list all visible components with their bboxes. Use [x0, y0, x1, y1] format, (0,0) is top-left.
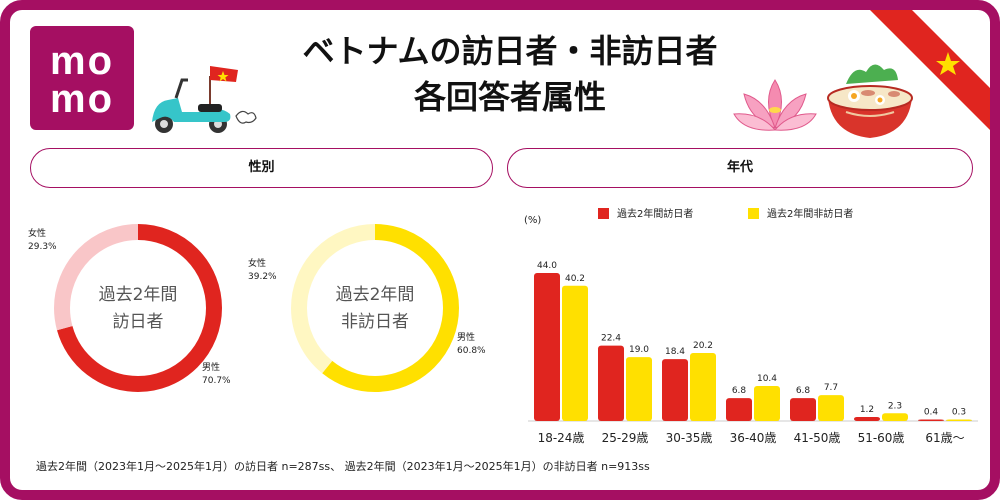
legend-visitor-swatch [598, 208, 609, 219]
gender-section-header: 性別 [30, 148, 493, 188]
x-tick-label: 30-35歳 [666, 431, 713, 445]
bar-visitor-3 [726, 398, 752, 421]
bar-visitor-4 [790, 398, 816, 421]
x-tick-label: 25-29歳 [602, 431, 649, 445]
bar-visitor-2 [662, 359, 688, 421]
bar-value-label: 44.0 [537, 261, 557, 271]
bar-nonvisitor-2 [690, 353, 716, 421]
bar-value-label: 0.4 [924, 408, 939, 418]
scooter-icon [152, 66, 257, 133]
legend-visitor: 過去2年間訪日者 [598, 208, 693, 222]
bar-value-label: 1.2 [860, 405, 874, 415]
age-bar-chart: 44.0 40.2 18-24歳 22.4 19.0 25-29歳 18.4 20.2 30-3… [528, 261, 978, 445]
visitor-donut-slice-1 [54, 224, 222, 392]
bar-value-label: 18.4 [665, 347, 685, 357]
bar-chart-unit-label: (%) [524, 215, 542, 226]
legend-nonvisitor-swatch [748, 208, 759, 219]
bar-value-label: 20.2 [693, 341, 713, 351]
nonvisitor-gender-donut [291, 224, 459, 392]
x-tick-label: 36-40歳 [730, 431, 777, 445]
x-tick-label: 41-50歳 [794, 431, 841, 445]
nonvisitor-male-label: 男性 60.8% [457, 333, 486, 356]
nonvisitor-donut-slice-1 [291, 224, 459, 392]
age-section-header: 年代 [507, 148, 973, 188]
visitor-male-label: 男性 70.7% [202, 363, 231, 386]
page-title: ベトナムの訪日者・非訪日者 各回答者属性 [302, 32, 718, 116]
footnote: 過去2年間（2023年1月〜2025年1月）の訪日者 n=287ss、 過去2年… [36, 460, 650, 473]
bar-value-label: 22.4 [601, 334, 621, 344]
bar-visitor-1 [598, 345, 624, 421]
x-tick-label: 51-60歳 [858, 431, 905, 445]
bar-nonvisitor-6 [946, 419, 972, 421]
momo-logo: mo mo [30, 26, 134, 130]
visitor-gender-donut [54, 224, 222, 392]
bar-visitor-6 [918, 419, 944, 421]
nonvisitor-donut-center-label: 過去2年間 非訪日者 [335, 285, 415, 332]
x-tick-label: 61歳〜 [925, 431, 964, 445]
x-tick-label: 18-24歳 [538, 431, 585, 445]
bar-value-label: 6.8 [796, 386, 811, 396]
vietnam-flag-ribbon [870, 10, 990, 130]
bar-value-label: 0.3 [952, 408, 966, 418]
bar-nonvisitor-4 [818, 395, 844, 421]
bar-value-label: 40.2 [565, 274, 585, 284]
pho-bowl-icon [827, 64, 913, 138]
bar-nonvisitor-5 [882, 413, 908, 421]
bar-value-label: 2.3 [888, 401, 902, 411]
bar-visitor-5 [854, 416, 880, 421]
visitor-donut-center-label: 過去2年間 訪日者 [98, 285, 178, 332]
bar-value-label: 7.7 [824, 383, 838, 393]
bar-visitor-0 [534, 273, 560, 421]
bar-nonvisitor-1 [626, 357, 652, 421]
legend-nonvisitor: 過去2年間非訪日者 [748, 208, 853, 222]
bar-value-label: 19.0 [629, 345, 649, 355]
bar-nonvisitor-3 [754, 386, 780, 421]
lotus-icon [733, 79, 817, 131]
bar-value-label: 6.8 [732, 386, 747, 396]
bar-nonvisitor-0 [562, 285, 588, 421]
nonvisitor-female-label: 女性 39.2% [248, 259, 277, 282]
visitor-female-label: 女性 29.3% [28, 229, 57, 252]
bar-value-label: 10.4 [757, 374, 777, 384]
